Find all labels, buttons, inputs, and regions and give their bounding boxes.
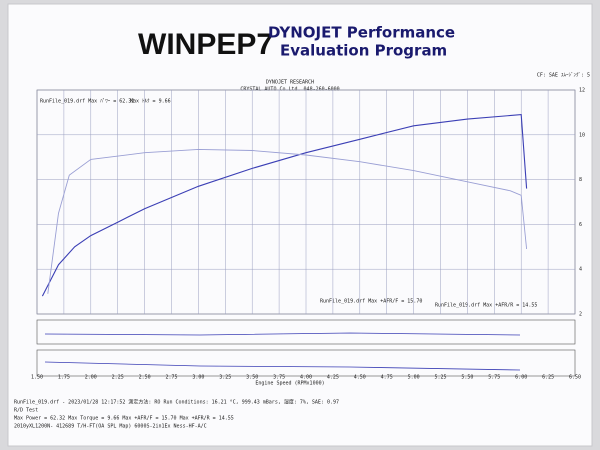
x-tick-label: 5.75 bbox=[488, 375, 500, 381]
x-tick-label: 6.25 bbox=[542, 375, 554, 381]
footer-line: Max Power = 62.32 Max Torque = 9.66 Max … bbox=[14, 416, 234, 422]
logo: WINPEP7 bbox=[138, 28, 273, 61]
y-tick-label: 2 bbox=[579, 312, 582, 318]
header-title: DYNOJET Performance bbox=[268, 24, 455, 42]
x-tick-label: 3.50 bbox=[246, 375, 258, 381]
x-tick-label: 5.00 bbox=[408, 375, 420, 381]
y-tick-label: 8 bbox=[579, 177, 582, 183]
x-tick-label: 5.25 bbox=[434, 375, 446, 381]
afr-panel bbox=[36, 349, 576, 377]
x-tick-label: 1.50 bbox=[31, 375, 43, 381]
x-tick-label: 4.50 bbox=[354, 375, 366, 381]
afr-panel bbox=[36, 319, 576, 345]
x-tick-label: 3.00 bbox=[192, 375, 204, 381]
x-tick-label: 2.75 bbox=[165, 375, 177, 381]
header-subtitle: Evaluation Program bbox=[280, 42, 447, 60]
x-tick-label: 3.25 bbox=[219, 375, 231, 381]
annotation: RunFile_019.drf Max +AFR/R = 14.55 bbox=[435, 303, 537, 309]
x-tick-label: 4.00 bbox=[300, 375, 312, 381]
footer-line: R/D Test bbox=[14, 408, 38, 414]
y-tick-label: 10 bbox=[579, 132, 585, 138]
x-tick-label: 3.75 bbox=[273, 375, 285, 381]
x-axis-label: Engine Speed (RPMx1000) bbox=[255, 381, 324, 387]
footer-line: 2010yXL1200N- 412689 T/H-FT(OA SPL Map) … bbox=[14, 424, 207, 430]
x-tick-label: 1.75 bbox=[58, 375, 70, 381]
x-tick-label: 5.50 bbox=[461, 375, 473, 381]
legend-entry: RunFile_019.drf Max ﾊﾟﾜｰ = 62.32 bbox=[40, 98, 134, 105]
chart-title: DYNOJET RESEARCH bbox=[266, 80, 314, 86]
paper bbox=[7, 3, 593, 447]
afr-trace bbox=[44, 332, 521, 336]
afr-trace bbox=[44, 361, 521, 371]
x-tick-label: 4.75 bbox=[381, 375, 393, 381]
settings: CF: SAE ｽﾑｰｼﾞﾝｸﾞ: 5 bbox=[537, 72, 590, 79]
x-tick-label: 6.00 bbox=[515, 375, 527, 381]
x-tick-label: 2.50 bbox=[139, 375, 151, 381]
y-tick-label: 6 bbox=[579, 222, 582, 228]
footer-line: RunFile_019.drf - 2023/01/28 12:17:52 測定… bbox=[14, 399, 339, 406]
x-tick-label: 6.50 bbox=[569, 375, 581, 381]
chart-subtitle: CRYSTAL AUTO Co.Ltd. 048-260-6000 bbox=[240, 87, 339, 93]
x-tick-label: 4.25 bbox=[327, 375, 339, 381]
series-line bbox=[41, 114, 528, 297]
legend-entry: Max ﾄﾙｸ = 9.66 bbox=[130, 99, 171, 105]
x-tick-label: 2.25 bbox=[112, 375, 124, 381]
y-tick-label: 4 bbox=[579, 267, 582, 273]
annotation: RunFile_019.drf Max +AFR/F = 15.70 bbox=[320, 299, 422, 305]
x-tick-label: 2.00 bbox=[85, 375, 97, 381]
y-tick-label: 12 bbox=[579, 88, 585, 94]
series-line bbox=[47, 148, 528, 294]
